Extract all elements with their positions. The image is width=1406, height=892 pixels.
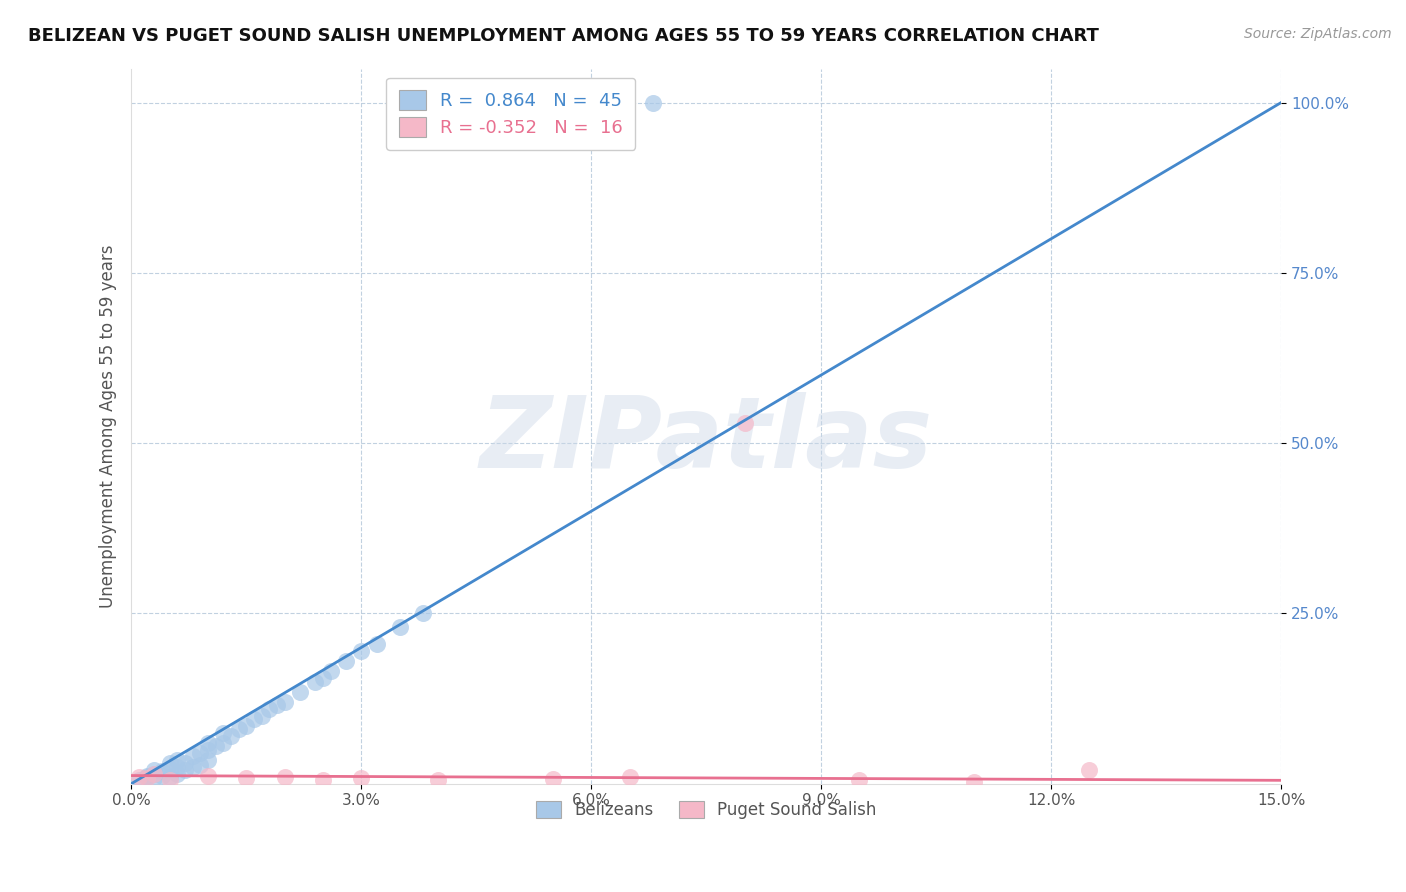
Point bbox=[288, 685, 311, 699]
Point bbox=[128, 773, 150, 788]
Point bbox=[143, 763, 166, 777]
Point bbox=[197, 753, 219, 767]
Point bbox=[188, 757, 211, 772]
Text: BELIZEAN VS PUGET SOUND SALISH UNEMPLOYMENT AMONG AGES 55 TO 59 YEARS CORRELATIO: BELIZEAN VS PUGET SOUND SALISH UNEMPLOYM… bbox=[28, 27, 1099, 45]
Point bbox=[212, 736, 235, 750]
Point bbox=[174, 763, 197, 777]
Point bbox=[250, 708, 273, 723]
Point bbox=[350, 644, 373, 658]
Point bbox=[235, 772, 257, 786]
Point bbox=[135, 772, 157, 786]
Point bbox=[166, 760, 188, 774]
Point bbox=[273, 770, 295, 784]
Point bbox=[159, 770, 181, 784]
Point bbox=[335, 654, 357, 668]
Legend: Belizeans, Puget Sound Salish: Belizeans, Puget Sound Salish bbox=[530, 794, 883, 825]
Point bbox=[734, 416, 756, 430]
Point bbox=[159, 762, 181, 776]
Point bbox=[312, 671, 335, 685]
Y-axis label: Unemployment Among Ages 55 to 59 years: Unemployment Among Ages 55 to 59 years bbox=[100, 244, 117, 607]
Point bbox=[166, 766, 188, 780]
Point bbox=[197, 742, 219, 756]
Point bbox=[150, 768, 173, 782]
Text: ZIPatlas: ZIPatlas bbox=[479, 392, 932, 489]
Point bbox=[312, 772, 335, 787]
Point bbox=[541, 772, 564, 786]
Text: Source: ZipAtlas.com: Source: ZipAtlas.com bbox=[1244, 27, 1392, 41]
Point bbox=[143, 772, 166, 786]
Point bbox=[128, 770, 150, 784]
Point bbox=[963, 774, 986, 789]
Point bbox=[143, 766, 166, 780]
Point bbox=[159, 756, 181, 771]
Point bbox=[181, 749, 204, 764]
Point bbox=[412, 607, 434, 621]
Point bbox=[848, 773, 870, 788]
Point bbox=[526, 95, 548, 110]
Point bbox=[1078, 763, 1101, 777]
Point bbox=[150, 764, 173, 779]
Point bbox=[135, 768, 157, 782]
Point bbox=[181, 760, 204, 774]
Point bbox=[366, 637, 388, 651]
Point bbox=[166, 753, 188, 767]
Point bbox=[188, 746, 211, 760]
Point bbox=[641, 95, 664, 110]
Point bbox=[388, 620, 411, 634]
Point bbox=[243, 712, 266, 726]
Point bbox=[257, 702, 280, 716]
Point bbox=[235, 719, 257, 733]
Point bbox=[319, 665, 342, 679]
Point bbox=[197, 736, 219, 750]
Point bbox=[143, 766, 166, 780]
Point bbox=[273, 695, 295, 709]
Point bbox=[212, 725, 235, 739]
Point bbox=[204, 739, 226, 754]
Point bbox=[135, 770, 157, 784]
Point bbox=[266, 698, 288, 713]
Point bbox=[174, 756, 197, 771]
Point bbox=[350, 772, 373, 786]
Point bbox=[619, 770, 641, 784]
Point bbox=[197, 768, 219, 782]
Point bbox=[304, 674, 326, 689]
Point bbox=[159, 773, 181, 788]
Point bbox=[426, 773, 449, 788]
Point bbox=[228, 723, 250, 737]
Point bbox=[219, 729, 242, 743]
